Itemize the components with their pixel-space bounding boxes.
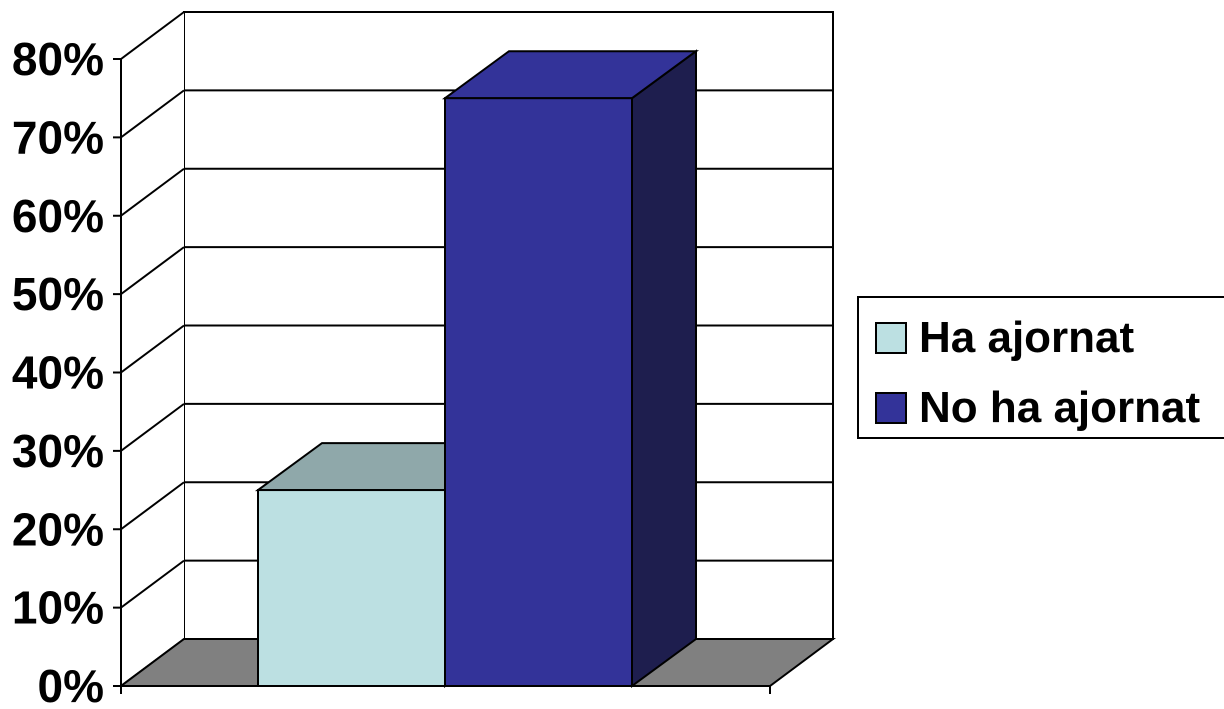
legend-swatch-0 bbox=[875, 322, 907, 354]
y-tick-label: 20% bbox=[12, 503, 104, 555]
y-tick-label: 80% bbox=[12, 33, 104, 85]
bar-group bbox=[254, 49, 700, 688]
y-tick-label: 30% bbox=[12, 425, 104, 477]
bar-side-1 bbox=[631, 49, 697, 688]
gridline-depth bbox=[120, 559, 185, 609]
gridline-depth bbox=[120, 246, 185, 295]
y-tick-label: 10% bbox=[12, 582, 104, 634]
gridline-depth bbox=[120, 167, 185, 217]
legend-swatch-1 bbox=[875, 392, 907, 424]
y-tick-label: 60% bbox=[12, 190, 104, 242]
y-tick-label: 40% bbox=[12, 347, 104, 399]
gridline-depth bbox=[120, 324, 185, 374]
y-tick-label: 70% bbox=[12, 111, 104, 163]
gridline-depth bbox=[120, 403, 185, 452]
y-tick-label: 50% bbox=[12, 268, 104, 320]
bar-front-1 bbox=[444, 97, 633, 687]
legend-label-1: No ha ajornat bbox=[919, 383, 1200, 432]
legend-box bbox=[857, 296, 1224, 439]
bar-front-0 bbox=[257, 489, 446, 687]
legend: Ha ajornat No ha ajornat bbox=[857, 296, 1224, 439]
legend-label-0: Ha ajornat bbox=[919, 313, 1135, 362]
y-tick-label: 0% bbox=[38, 660, 104, 704]
gridline-depth bbox=[120, 89, 185, 139]
gridline-depth bbox=[120, 481, 185, 531]
y-axis: 0% 10% 20% 30% 40% 50% 60% 70% 80% bbox=[12, 33, 771, 709]
gridline-depth bbox=[120, 11, 185, 60]
